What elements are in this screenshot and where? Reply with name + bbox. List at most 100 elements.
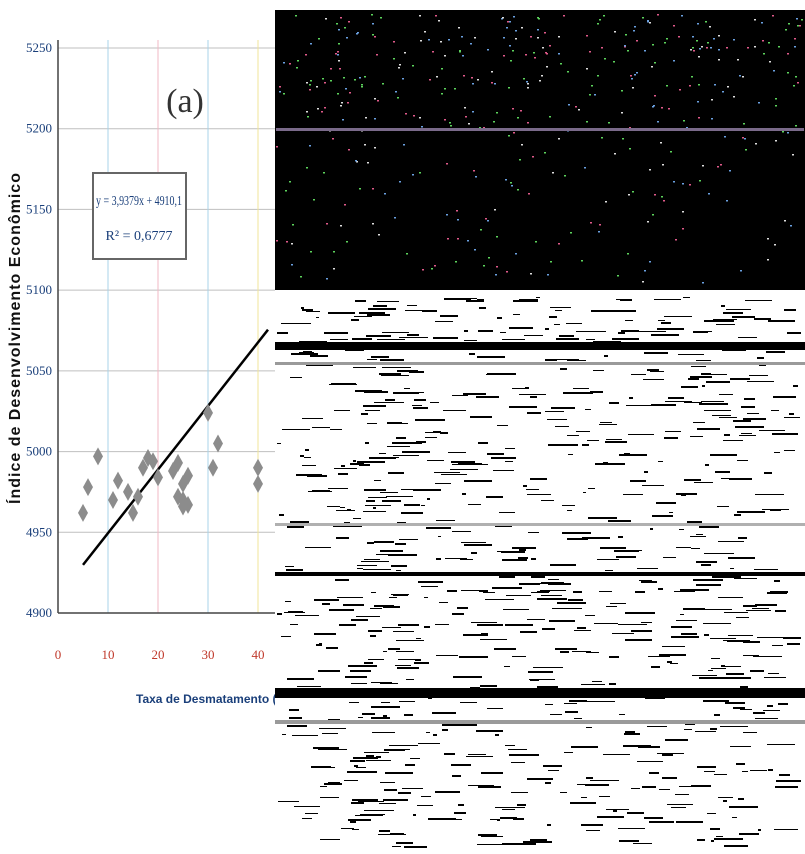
dash-mark	[461, 590, 482, 591]
data-point	[153, 468, 163, 487]
dash-mark	[385, 399, 395, 401]
dash-mark	[597, 816, 624, 818]
dash-mark	[554, 324, 560, 325]
dash-mark	[294, 806, 320, 807]
dash-mark	[478, 834, 497, 836]
dash-mark	[413, 814, 416, 816]
noise-dot	[542, 47, 544, 49]
dash-mark	[464, 340, 477, 341]
dash-mark	[554, 359, 579, 360]
dash-mark	[363, 405, 386, 407]
dash-mark	[652, 515, 673, 517]
dash-mark	[499, 576, 515, 578]
dash-mark	[581, 684, 605, 685]
dash-mark	[599, 796, 610, 797]
dash-mark	[644, 817, 663, 819]
dash-mark	[452, 613, 464, 615]
dash-mark	[633, 843, 652, 844]
noise-dot	[326, 223, 328, 225]
noise-dot	[631, 78, 633, 80]
noise-dot	[359, 77, 361, 79]
dash-mark	[711, 658, 720, 659]
dash-mark	[492, 587, 522, 589]
dash-mark	[658, 588, 663, 590]
dash-mark	[716, 324, 735, 325]
noise-dot	[444, 88, 446, 90]
dash-mark	[312, 427, 330, 428]
dash-mark	[779, 774, 790, 776]
noise-dot	[654, 194, 656, 196]
noise-dot	[767, 259, 769, 261]
dash-mark	[549, 620, 575, 622]
dash-mark	[676, 493, 697, 495]
noise-dot	[404, 52, 406, 54]
dash-mark	[513, 300, 538, 302]
noise-dot	[395, 91, 397, 93]
dash-mark	[657, 328, 684, 330]
dash-mark	[382, 500, 401, 502]
noise-dot	[754, 46, 756, 48]
noise-dot	[420, 40, 422, 42]
noise-dot	[681, 15, 683, 17]
noise-dot	[330, 68, 332, 70]
noise-dot	[581, 260, 583, 262]
noise-dot	[727, 86, 729, 88]
dash-mark	[669, 512, 673, 513]
dash-mark	[406, 679, 414, 680]
dash-mark	[483, 592, 495, 593]
noise-dot	[344, 27, 346, 29]
dash-mark	[353, 757, 378, 759]
noise-dot	[541, 75, 543, 77]
noise-dot	[397, 97, 399, 99]
dash-mark	[290, 377, 302, 378]
data-point	[253, 458, 263, 477]
dash-mark	[772, 433, 798, 435]
dash-mark	[618, 332, 625, 334]
overlay-gray-band-1	[275, 362, 805, 365]
noise-dot	[431, 268, 433, 270]
dash-mark	[503, 609, 529, 610]
dash-mark	[625, 550, 642, 551]
overlay-dark-block	[275, 10, 805, 290]
noise-dot	[309, 145, 311, 147]
noise-dot	[520, 110, 522, 112]
noise-dot	[355, 160, 357, 162]
noise-dot	[743, 123, 745, 125]
noise-dot	[405, 113, 407, 115]
dash-mark	[362, 713, 375, 715]
dash-mark	[627, 812, 644, 814]
dash-mark	[637, 761, 663, 762]
dash-mark	[767, 592, 787, 594]
dash-mark	[285, 601, 291, 602]
dash-mark	[713, 319, 737, 320]
dash-mark	[486, 496, 503, 498]
dash-mark	[444, 298, 471, 300]
dash-mark	[445, 558, 467, 559]
dash-mark	[448, 452, 466, 453]
dash-mark	[631, 630, 652, 632]
dash-mark	[395, 665, 411, 666]
dash-mark	[418, 581, 443, 583]
dash-mark	[427, 498, 430, 500]
dash-mark	[371, 706, 400, 708]
noise-dot	[709, 26, 711, 28]
dash-mark	[469, 353, 475, 355]
noise-dot	[349, 92, 351, 94]
dash-mark	[674, 591, 695, 592]
dash-mark	[649, 821, 674, 823]
noise-dot	[527, 83, 529, 85]
noise-dot	[291, 243, 293, 245]
dash-mark	[524, 335, 543, 336]
dash-mark	[701, 374, 727, 375]
dash-mark	[537, 686, 558, 688]
noise-dot	[666, 85, 668, 87]
dash-mark	[421, 796, 431, 797]
noise-dot	[668, 108, 670, 110]
dash-mark	[359, 464, 370, 466]
noise-dot	[447, 238, 449, 240]
noise-dot	[527, 87, 529, 89]
noise-dot	[617, 275, 619, 277]
dash-mark	[352, 338, 372, 340]
noise-dot	[630, 75, 632, 77]
dash-mark	[441, 474, 467, 475]
